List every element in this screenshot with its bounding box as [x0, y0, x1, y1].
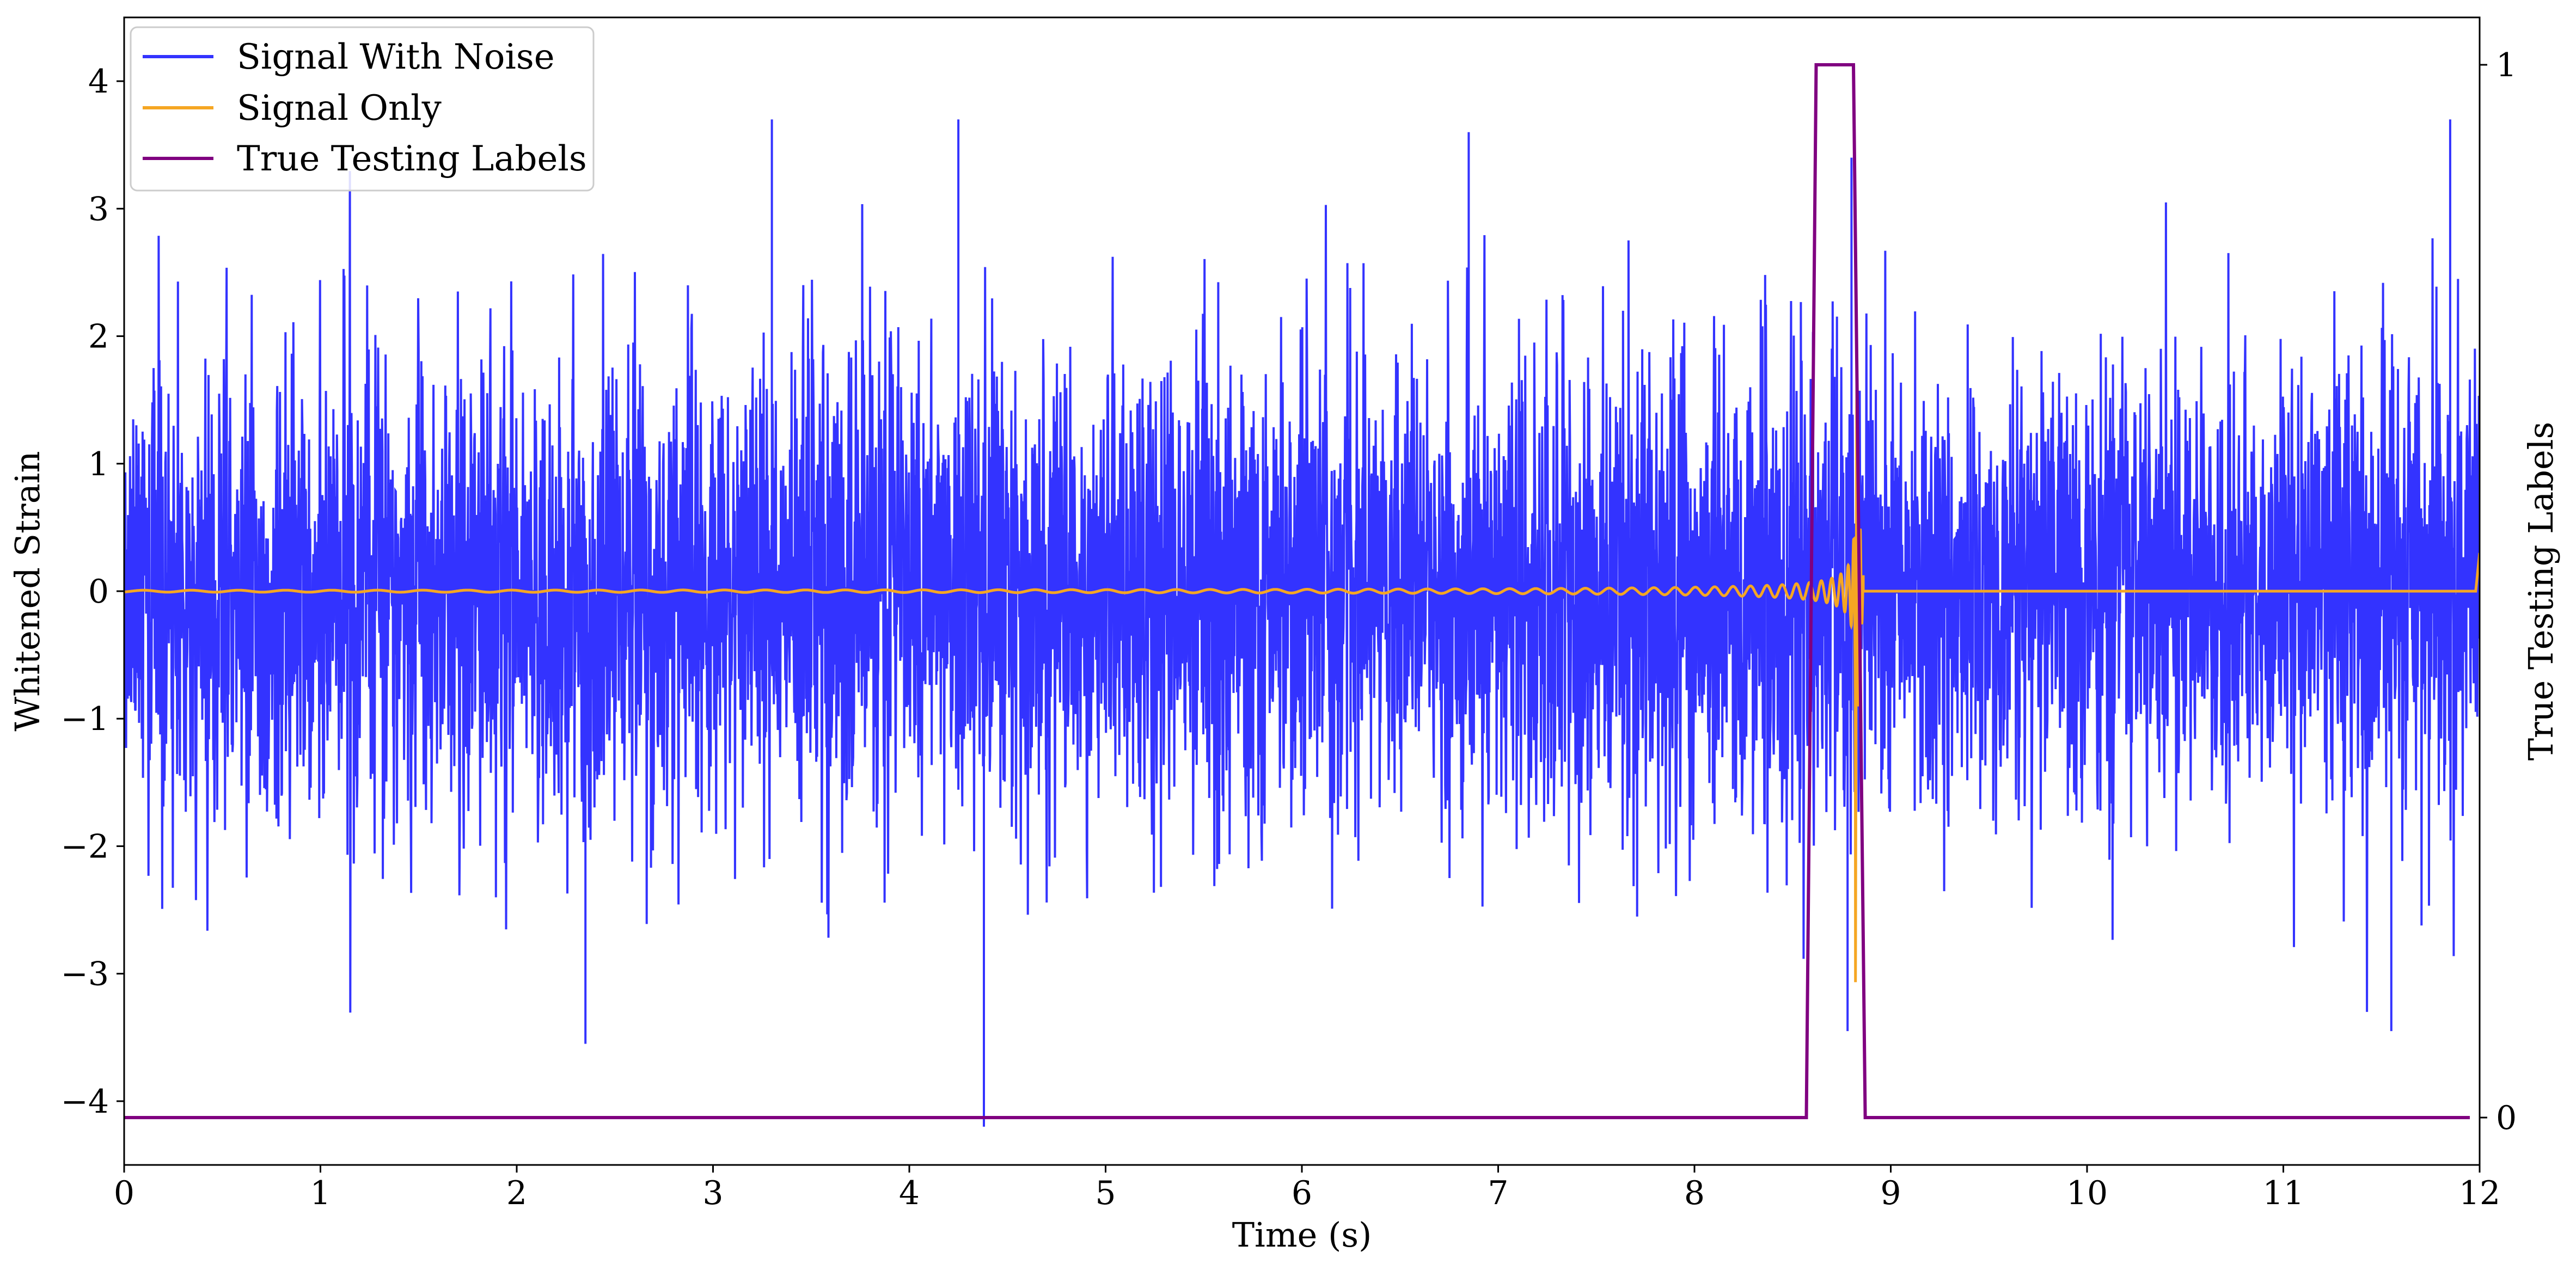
legend-label-true-testing-labels: True Testing Labels — [237, 139, 587, 179]
legend-label-signal-only: Signal Only — [237, 88, 442, 128]
y-tick-label: 3 — [88, 190, 109, 228]
x-tick-label: 12 — [2459, 1174, 2500, 1212]
x-tick-label: 6 — [1292, 1174, 1312, 1212]
y-tick-label: 0 — [88, 573, 109, 611]
x-tick-label: 7 — [1488, 1174, 1508, 1212]
y-tick-label: 2 — [88, 318, 109, 356]
x-tick-label: 9 — [1880, 1174, 1901, 1212]
y-axis-label: Whitened Strain — [8, 451, 47, 732]
y2-tick-label: 0 — [2496, 1099, 2517, 1137]
y-tick-label: 4 — [88, 63, 109, 101]
legend: Signal With Noise Signal Only True Testi… — [130, 26, 595, 192]
x-tick-label: 3 — [702, 1174, 723, 1212]
x-axis-label: Time (s) — [1232, 1215, 1372, 1255]
x-tick-label: 2 — [506, 1174, 527, 1212]
series-true-testing-labels-line — [124, 63, 2470, 1119]
legend-box — [130, 26, 595, 192]
y-axis-ticks: 4 3 2 1 0 −1 −2 −3 −4 — [61, 63, 124, 1121]
x-tick-label: 10 — [2066, 1174, 2108, 1212]
series-signal-only-line — [124, 375, 2480, 983]
y2-axis-label: True Testing Labels — [2521, 422, 2561, 761]
y-tick-label: −2 — [61, 827, 109, 866]
y-tick-label: 1 — [88, 445, 109, 483]
x-axis-ticks: 0 1 2 3 4 5 6 7 8 9 10 11 12 — [114, 1165, 2500, 1212]
y2-tick-label: 1 — [2496, 46, 2517, 84]
y-tick-label: −3 — [61, 955, 109, 993]
series-signal-with-noise-line — [124, 119, 2480, 1127]
x-tick-label: 11 — [2262, 1174, 2304, 1212]
legend-label-signal-with-noise: Signal With Noise — [237, 37, 555, 77]
y-tick-label: −1 — [61, 700, 109, 738]
y-tick-label: −4 — [61, 1083, 109, 1121]
x-tick-label: 8 — [1684, 1174, 1705, 1212]
y2-axis-ticks: 10 — [2480, 46, 2517, 1137]
x-tick-label: 1 — [310, 1174, 331, 1212]
x-tick-label: 5 — [1095, 1174, 1116, 1212]
x-tick-label: 0 — [114, 1174, 134, 1212]
plot-area — [124, 63, 2480, 1127]
x-tick-label: 4 — [899, 1174, 920, 1212]
